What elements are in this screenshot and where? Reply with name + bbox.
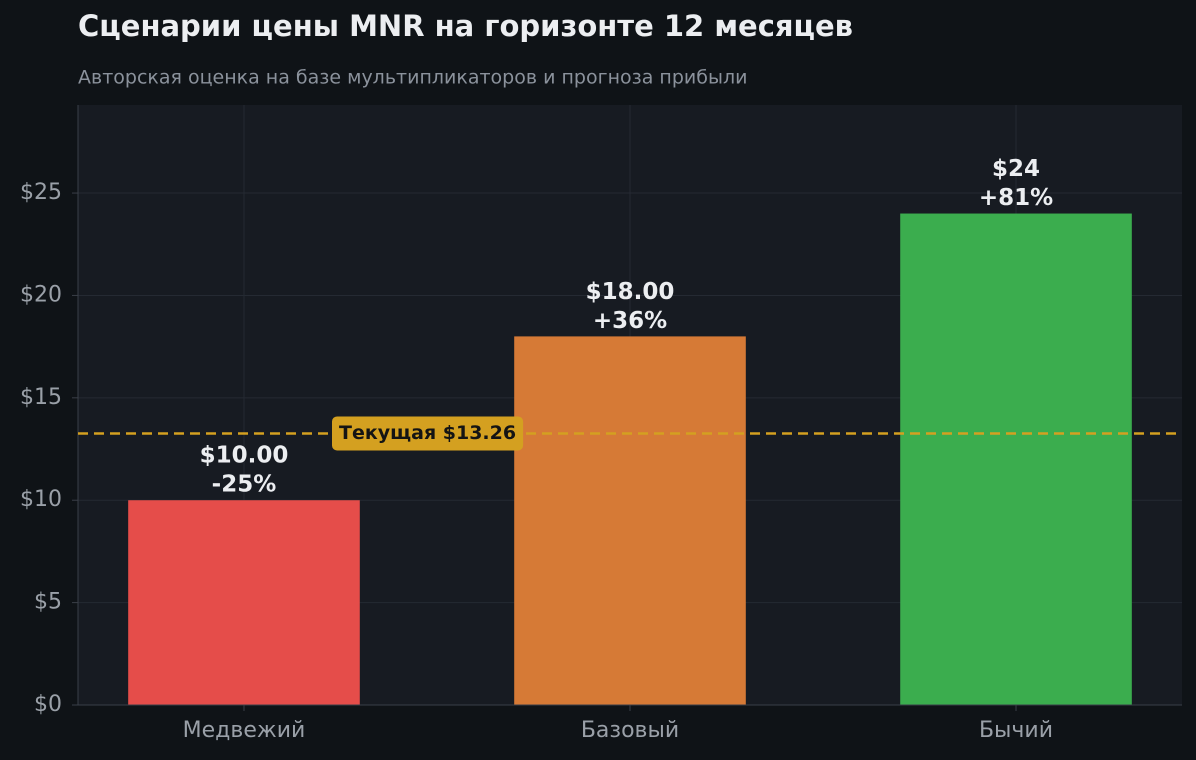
reference-label-box xyxy=(332,416,524,451)
y-tick-label: $0 xyxy=(34,692,62,717)
bar xyxy=(514,336,746,705)
value-label: $10.00 xyxy=(200,443,289,469)
value-label: $18.00 xyxy=(586,279,675,305)
bar xyxy=(128,500,360,705)
y-tick-label: $10 xyxy=(20,487,62,512)
y-tick-label: $5 xyxy=(34,590,62,615)
change-label: +36% xyxy=(593,308,667,334)
x-tick-label: Медвежий xyxy=(183,718,306,743)
chart-subtitle: Авторская оценка на базе мультипликаторо… xyxy=(78,67,747,89)
x-tick-label: Базовый xyxy=(581,718,679,743)
chart-title: Сценарии цены MNR на горизонте 12 месяце… xyxy=(78,9,853,43)
bar xyxy=(900,213,1132,706)
value-label: $24 xyxy=(992,156,1040,182)
change-label: -25% xyxy=(212,472,277,498)
y-tick-label: $20 xyxy=(20,282,62,307)
reference-label: Текущая $13.26 xyxy=(339,422,516,444)
y-tick-label: $15 xyxy=(20,385,62,410)
y-tick-label: $25 xyxy=(20,180,62,205)
change-label: +81% xyxy=(979,185,1053,211)
x-tick-label: Бычий xyxy=(979,718,1053,743)
